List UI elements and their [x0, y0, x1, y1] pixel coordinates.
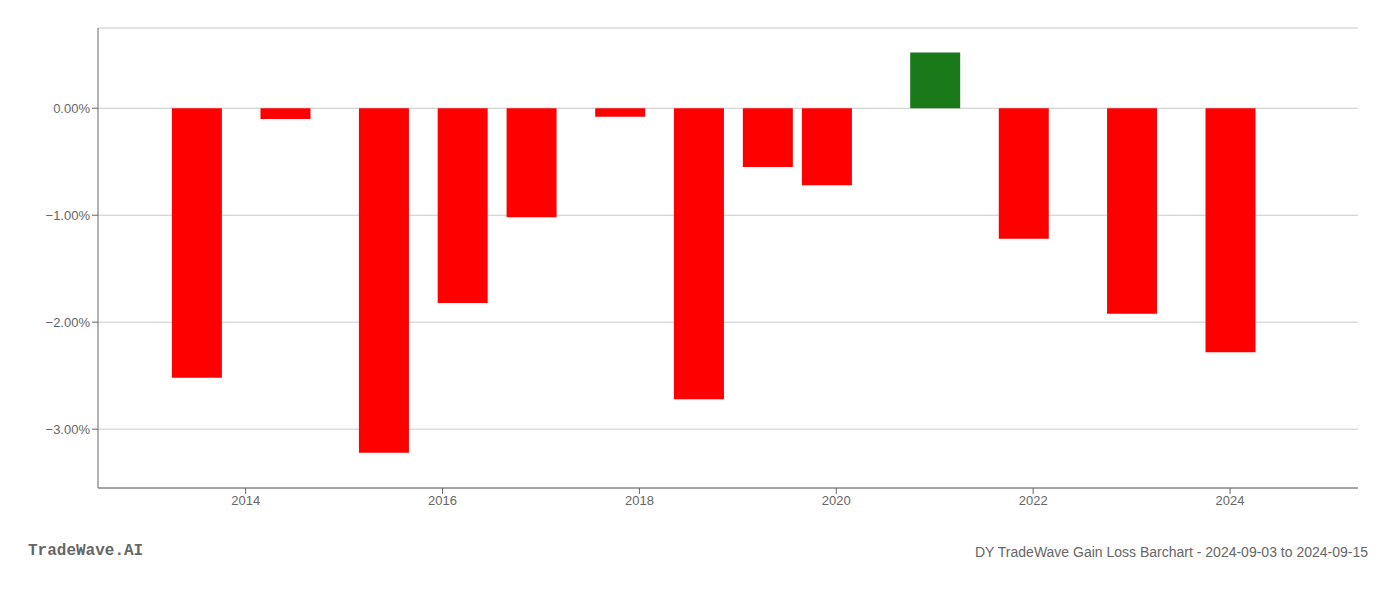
svg-text:2024: 2024	[1216, 493, 1245, 508]
svg-text:2014: 2014	[231, 493, 260, 508]
svg-text:0.00%: 0.00%	[53, 101, 90, 116]
svg-text:−1.00%: −1.00%	[46, 208, 91, 223]
html-text:DY TradeWave Gain Loss Barchar: DY TradeWave Gain Loss Barchart - 2024-0…	[975, 544, 1368, 560]
svg-text:−2.00%: −2.00%	[46, 315, 91, 330]
svg-text:2022: 2022	[1019, 493, 1048, 508]
svg-text:2018: 2018	[625, 493, 654, 508]
html-text:TradeWave.AI: TradeWave.AI	[28, 542, 144, 560]
svg-text:−3.00%: −3.00%	[46, 422, 91, 437]
svg-text:2020: 2020	[822, 493, 851, 508]
svg-text:2016: 2016	[428, 493, 457, 508]
